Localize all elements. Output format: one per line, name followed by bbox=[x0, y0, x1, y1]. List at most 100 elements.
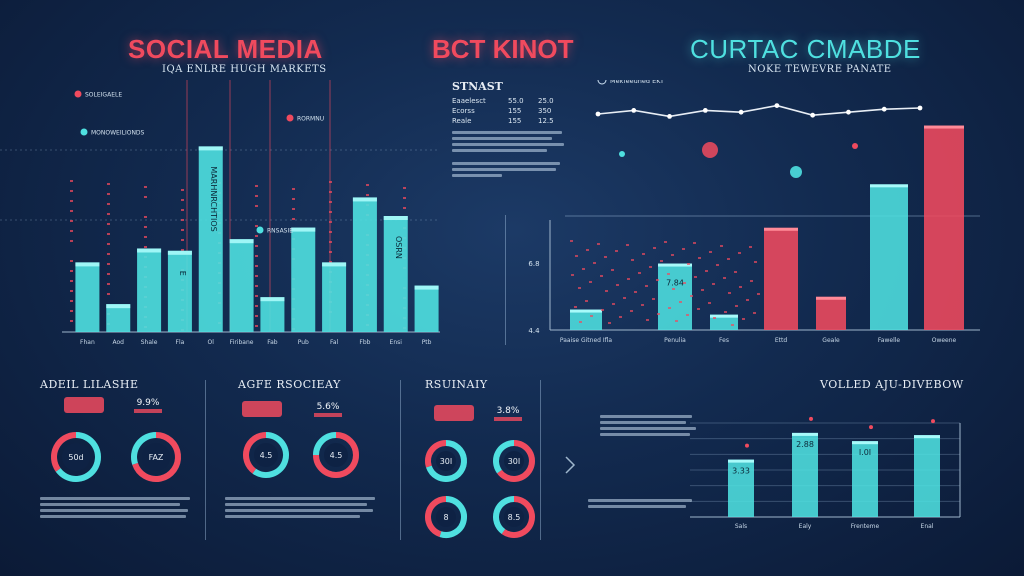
sm-bar-label: MARHNRCHTIOS bbox=[209, 166, 218, 231]
ct-dot bbox=[679, 301, 682, 303]
sm-bar-cap bbox=[198, 146, 223, 151]
donut-label: 8.5 bbox=[508, 513, 521, 522]
ct-dot bbox=[645, 285, 648, 287]
sm-bar-cap bbox=[414, 285, 439, 290]
ct-dot bbox=[668, 307, 671, 309]
sm-dot bbox=[255, 195, 258, 197]
donut-slice bbox=[497, 440, 535, 482]
section-1-text bbox=[40, 494, 190, 521]
sm-dot bbox=[366, 184, 369, 186]
sm-legend-dot bbox=[74, 90, 82, 98]
sm-dot bbox=[70, 290, 73, 292]
ct-dot bbox=[593, 262, 596, 264]
ct-dot bbox=[757, 293, 760, 295]
divider-bottom-3 bbox=[540, 380, 541, 540]
vo-bar-cap bbox=[852, 441, 878, 445]
stat-row: Reale 155 12.5 bbox=[452, 117, 572, 125]
sm-bar-cap bbox=[229, 239, 254, 244]
ct-bar-label: 7.84 bbox=[666, 279, 684, 288]
ct-bar bbox=[658, 263, 692, 330]
ct-bar-cap bbox=[816, 296, 846, 300]
vo-marker bbox=[809, 416, 813, 421]
sm-bar-cap bbox=[137, 248, 162, 253]
ct-bar-group bbox=[870, 184, 908, 330]
ct-dot bbox=[675, 320, 678, 322]
donut-label: 8 bbox=[443, 513, 448, 522]
ct-dot bbox=[754, 261, 757, 263]
sm-tick-label: Firibane bbox=[230, 339, 254, 346]
sm-dot bbox=[144, 186, 147, 188]
donut-label: 30I bbox=[508, 457, 521, 466]
donut-chart: FAZ bbox=[131, 432, 181, 482]
ct-bar-group bbox=[570, 309, 602, 330]
sm-dot bbox=[329, 231, 332, 233]
ct-dot bbox=[574, 306, 577, 308]
ct-dot bbox=[641, 304, 644, 306]
stat-row-label: Ecorss bbox=[452, 107, 475, 115]
ct-dot bbox=[652, 298, 655, 300]
ct-dot bbox=[671, 254, 674, 256]
sm-dot bbox=[144, 226, 147, 228]
donut-slice bbox=[51, 432, 77, 472]
sm-legend-label: RNSASIE bbox=[267, 228, 293, 235]
vo-bar-cap bbox=[792, 432, 818, 436]
sm-dot bbox=[255, 225, 258, 227]
ct-dot bbox=[585, 300, 588, 302]
center-stats-heading: STNAST bbox=[452, 80, 503, 93]
sm-dot bbox=[255, 285, 258, 287]
donut-hole bbox=[142, 443, 170, 471]
ct-tick-label: Geale bbox=[822, 337, 840, 344]
ct-dot bbox=[701, 289, 704, 291]
sm-bar bbox=[322, 262, 347, 332]
sm-dot bbox=[181, 199, 184, 201]
donut-hole bbox=[504, 451, 524, 471]
sm-dot bbox=[144, 216, 147, 218]
ct-dot bbox=[693, 242, 696, 244]
ct-bar bbox=[570, 309, 602, 330]
ct-dot bbox=[709, 251, 712, 253]
donut-area: 50d FAZ 4.5 4.5 30I 30I 8 8.5 9.9% 5.6% 3.8% bbox=[51, 397, 535, 538]
ct-dot bbox=[597, 243, 600, 245]
ct-line-series bbox=[597, 104, 921, 118]
donut-pct-label: 9.9% bbox=[137, 398, 160, 408]
ct-tick-label: Fes bbox=[719, 337, 729, 344]
vo-bar-cap bbox=[914, 435, 940, 439]
donut-slice bbox=[131, 432, 157, 465]
sm-dot bbox=[70, 270, 73, 272]
ct-bar-group bbox=[816, 296, 846, 330]
vo-bar-group bbox=[914, 419, 940, 517]
ct-dot bbox=[687, 263, 690, 265]
sm-dot bbox=[107, 203, 110, 205]
ct-dot bbox=[646, 319, 649, 321]
ct-dot bbox=[746, 299, 749, 301]
sm-dot bbox=[107, 233, 110, 235]
sm-dot bbox=[70, 190, 73, 192]
vo-tick-label: Ealy bbox=[799, 523, 812, 530]
ct-dot bbox=[739, 286, 742, 288]
ct-tick-label: Penulia bbox=[664, 337, 686, 344]
ct-dot bbox=[589, 281, 592, 283]
sm-legend-dot bbox=[80, 128, 88, 136]
donut-chart: 8.5 bbox=[493, 496, 535, 538]
vo-bar-label: 2.88 bbox=[796, 440, 814, 449]
vo-tick-label: Sals bbox=[735, 523, 747, 530]
donut-hole bbox=[436, 451, 456, 471]
sm-dot bbox=[403, 187, 406, 189]
ct-line-point bbox=[810, 112, 816, 118]
sm-dot bbox=[255, 325, 258, 327]
ct-dot bbox=[742, 318, 745, 320]
donut-slice bbox=[313, 432, 337, 456]
ct-tick-label: Fawelle bbox=[878, 337, 901, 344]
sm-dot bbox=[181, 189, 184, 191]
donut-slice bbox=[243, 432, 267, 474]
sm-dot bbox=[70, 310, 73, 312]
ct-legend-dot bbox=[702, 142, 718, 158]
sm-dot bbox=[181, 209, 184, 211]
sm-dot bbox=[255, 255, 258, 257]
ct-dot bbox=[734, 271, 737, 273]
sm-dot bbox=[366, 194, 369, 196]
sm-dot bbox=[292, 208, 295, 210]
ct-bar-cap bbox=[924, 125, 964, 129]
ct-dot bbox=[750, 280, 753, 282]
sm-dot bbox=[107, 253, 110, 255]
